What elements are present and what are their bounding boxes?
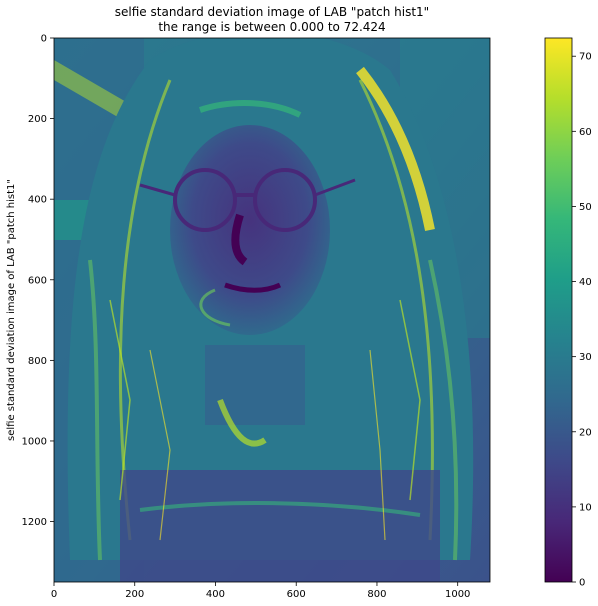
figure-title-line1: selfie standard deviation image of LAB "… [114,5,430,19]
colorbar-tick-label: 40 [579,277,592,288]
std-deviation-image [54,38,490,582]
image-frame [53,37,491,583]
figure-title-line2: the range is between 0.000 to 72.424 [158,20,386,34]
colorbar-tick-label: 70 [579,52,592,63]
image-x-axis: 0 200 400 600 800 1000 [51,582,470,600]
y-tick-label: 1200 [22,517,47,528]
colorbar-tick-label: 20 [579,427,592,438]
colorbar-tick-label: 10 [579,502,592,513]
colorbar-tick-label: 50 [579,202,592,213]
y-tick-label: 1000 [22,436,47,447]
colorbar-tick-label: 0 [579,578,585,589]
y-tick-label: 400 [28,195,47,206]
y-tick-label: 800 [28,356,47,367]
image-y-axis: 0 200 400 600 800 1000 1200 [22,34,54,528]
x-tick-label: 1000 [445,589,470,600]
colorbar-tick-label: 30 [579,352,592,363]
x-tick-label: 200 [125,589,144,600]
x-tick-label: 600 [287,589,306,600]
y-tick-label: 200 [28,114,47,125]
y-axis-label: selfie standard deviation image of LAB "… [6,179,17,441]
y-tick-label: 0 [41,34,47,45]
x-tick-label: 0 [51,589,57,600]
colorbar-axis: 0 10 20 30 40 50 60 70 [572,52,592,589]
colorbar-tick-label: 60 [579,127,592,138]
x-tick-label: 400 [206,589,225,600]
y-tick-label: 600 [28,275,47,286]
colorbar [544,37,573,583]
x-tick-label: 800 [367,589,386,600]
